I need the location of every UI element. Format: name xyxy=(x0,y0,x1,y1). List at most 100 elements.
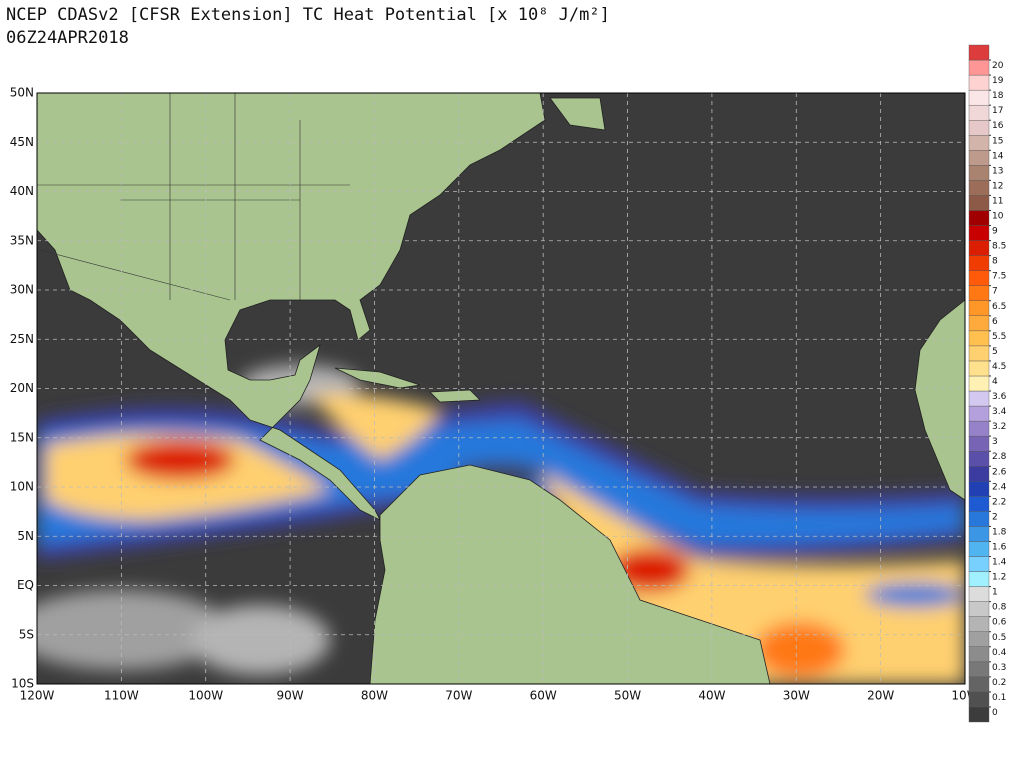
colorbar-box xyxy=(968,556,990,572)
colorbar-label: 10 xyxy=(992,212,1004,222)
colorbar-label: 9 xyxy=(992,227,998,237)
colorbar-label: 1.2 xyxy=(992,573,1006,583)
colorbar-box xyxy=(968,300,990,316)
colorbar-label: 17 xyxy=(992,106,1003,116)
colorbar-label: 5 xyxy=(992,347,998,357)
colorbar-label: 3.6 xyxy=(992,392,1007,402)
newfoundland xyxy=(549,97,606,131)
lon-label: 50W xyxy=(614,689,641,703)
colorbar-box xyxy=(968,646,990,663)
map-area xyxy=(37,93,965,684)
cuba xyxy=(334,367,421,389)
colorbar-box xyxy=(968,481,990,497)
colorbar-label: 4.5 xyxy=(992,362,1006,372)
colorbar-label: 0.3 xyxy=(992,663,1006,673)
lon-label: 80W xyxy=(361,689,388,703)
colorbar-box xyxy=(968,601,990,617)
colorbar-label: 16 xyxy=(992,121,1004,131)
colorbar-label: 0.6 xyxy=(992,618,1007,628)
colorbar-box xyxy=(968,661,990,678)
lat-label: EQ xyxy=(17,578,34,592)
colorbar-box xyxy=(968,360,990,377)
colorbar-box xyxy=(968,330,990,347)
africa xyxy=(914,299,965,501)
colorbar-label: 2.6 xyxy=(992,467,1007,477)
lon-label: 110W xyxy=(104,689,139,703)
colorbar-box xyxy=(968,420,990,437)
colorbar-box xyxy=(968,676,990,693)
colorbar-label: 3 xyxy=(992,437,998,447)
colorbar-box xyxy=(968,180,990,196)
colorbar-box xyxy=(968,541,990,557)
colorbar-label: 14 xyxy=(992,151,1004,161)
colorbar-label: 6.5 xyxy=(992,302,1006,312)
colorbar-label: 5.5 xyxy=(992,332,1006,342)
subtitle: 06Z24APR2018 xyxy=(6,28,129,48)
colorbar-box xyxy=(968,631,990,647)
colorbar-box xyxy=(968,526,990,542)
title: NCEP CDASv2 [CFSR Extension] TC Heat Pot… xyxy=(6,5,610,25)
colorbar-label: 0.8 xyxy=(992,603,1007,613)
lat-label: 40N xyxy=(10,184,34,198)
colorbar-label: 18 xyxy=(992,91,1004,101)
lat-label: 5N xyxy=(17,529,34,543)
colorbar-label: 0 xyxy=(992,708,998,718)
colorbar-label: 0.4 xyxy=(992,648,1007,658)
colorbar-label: 6 xyxy=(992,317,998,327)
lat-label: 20N xyxy=(10,381,34,395)
colorbar-label: 3.4 xyxy=(992,407,1007,417)
graticule xyxy=(37,93,965,684)
colorbar-box xyxy=(968,706,990,723)
colorbar-box xyxy=(968,405,990,422)
lon-label: 90W xyxy=(277,689,304,703)
lon-label: 60W xyxy=(530,689,557,703)
colorbar-box xyxy=(968,586,990,602)
colorbar-box xyxy=(968,225,990,241)
colorbar-box xyxy=(968,315,990,332)
colorbar-label: 1.6 xyxy=(992,542,1007,552)
lon-label: 120W xyxy=(20,689,55,703)
colorbar-box xyxy=(968,466,990,482)
lon-label: 20W xyxy=(867,689,894,703)
lon-label: 100W xyxy=(188,689,223,703)
colorbar-box xyxy=(968,195,990,211)
colorbar-label: 0.5 xyxy=(992,633,1006,643)
colorbar-box xyxy=(968,104,990,121)
lat-label: 10N xyxy=(10,480,34,494)
colorbar-box xyxy=(968,89,990,106)
colorbar-label: 2.4 xyxy=(992,482,1007,492)
lat-label: 5S xyxy=(19,627,34,641)
colorbar-label: 19 xyxy=(992,76,1004,86)
colorbar-box xyxy=(968,135,990,151)
colorbar-box xyxy=(968,451,990,467)
colorbar-box xyxy=(968,44,990,61)
colorbar-label: 4 xyxy=(992,377,998,387)
colorbar-box xyxy=(968,616,990,632)
lat-label: 30N xyxy=(10,283,34,297)
map-frame xyxy=(36,92,966,685)
colorbar-label: 13 xyxy=(992,166,1003,176)
colorbar-label: 1 xyxy=(992,588,998,598)
colorbar-box xyxy=(968,435,990,452)
colorbar-label: 8 xyxy=(992,257,998,267)
colorbar-label: 20 xyxy=(992,61,1004,71)
colorbar-label: 2.8 xyxy=(992,452,1007,462)
colorbar-label: 1.4 xyxy=(992,558,1007,568)
colorbar-box xyxy=(968,120,990,136)
colorbar-label: 0.2 xyxy=(992,678,1006,688)
colorbar-box xyxy=(968,165,990,181)
colorbar-label: 1.8 xyxy=(992,527,1007,537)
south-america xyxy=(369,464,771,684)
lat-label: 35N xyxy=(10,233,34,247)
land xyxy=(37,93,965,684)
lat-label: 15N xyxy=(10,430,34,444)
colorbar-label: 15 xyxy=(992,136,1003,146)
lat-label: 25N xyxy=(10,332,34,346)
colorbar-box xyxy=(968,150,990,166)
colorbar-label: 11 xyxy=(992,196,1003,206)
colorbar-label: 7 xyxy=(992,287,998,297)
colorbar-label: 8.5 xyxy=(992,242,1006,252)
colorbar-box xyxy=(968,285,990,301)
lat-label: 10S xyxy=(11,677,34,691)
lon-label: 70W xyxy=(445,689,472,703)
